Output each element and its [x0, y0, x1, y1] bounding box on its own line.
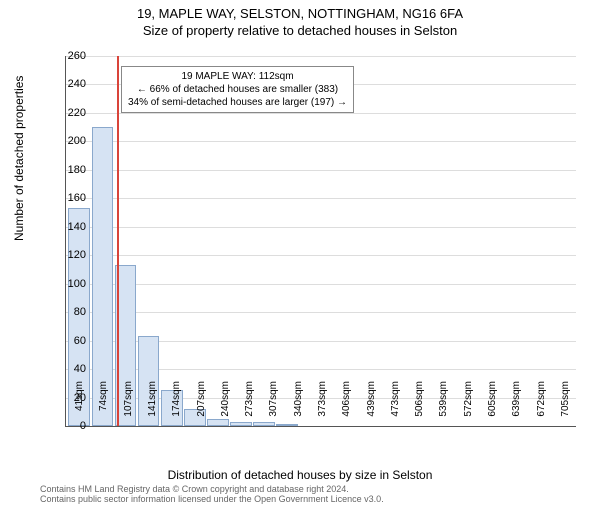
xtick-label: 539sqm	[438, 381, 449, 417]
gridline	[66, 198, 576, 199]
ytick-label: 260	[56, 50, 86, 62]
ytick-label: 240	[56, 78, 86, 90]
callout-line1: 19 MAPLE WAY: 112sqm	[128, 70, 347, 83]
callout-line2: ← 66% of detached houses are smaller (38…	[128, 83, 347, 96]
ytick-label: 100	[56, 278, 86, 290]
ytick-label: 220	[56, 107, 86, 119]
chart-area: 19 MAPLE WAY: 112sqm← 66% of detached ho…	[65, 56, 575, 426]
ytick-label: 60	[56, 335, 86, 347]
xtick-label: 307sqm	[268, 381, 279, 417]
chart-title-main: 19, MAPLE WAY, SELSTON, NOTTINGHAM, NG16…	[0, 6, 600, 21]
xtick-label: 74sqm	[98, 381, 109, 411]
xtick-label: 473sqm	[390, 381, 401, 417]
xtick-label: 240sqm	[220, 381, 231, 417]
xtick-label: 174sqm	[171, 381, 182, 417]
ytick-label: 80	[56, 306, 86, 318]
xtick-label: 340sqm	[293, 381, 304, 417]
gridline	[66, 284, 576, 285]
gridline	[66, 312, 576, 313]
ytick-label: 180	[56, 164, 86, 176]
xtick-label: 207sqm	[196, 381, 207, 417]
xtick-label: 639sqm	[511, 381, 522, 417]
xtick-label: 107sqm	[123, 381, 134, 417]
ytick-label: 0	[56, 420, 86, 432]
xtick-label: 672sqm	[536, 381, 547, 417]
ytick-label: 200	[56, 135, 86, 147]
gridline	[66, 113, 576, 114]
gridline	[66, 255, 576, 256]
ytick-label: 40	[56, 363, 86, 375]
xtick-label: 506sqm	[414, 381, 425, 417]
histogram-bar	[253, 422, 275, 426]
xtick-label: 373sqm	[317, 381, 328, 417]
reference-line	[117, 56, 119, 426]
ytick-label: 120	[56, 249, 86, 261]
xtick-label: 406sqm	[341, 381, 352, 417]
gridline	[66, 56, 576, 57]
chart-title-sub: Size of property relative to detached ho…	[0, 23, 600, 38]
ytick-label: 140	[56, 221, 86, 233]
xtick-label: 572sqm	[463, 381, 474, 417]
callout-box: 19 MAPLE WAY: 112sqm← 66% of detached ho…	[121, 66, 354, 113]
gridline	[66, 227, 576, 228]
gridline	[66, 141, 576, 142]
callout-line3: 34% of semi-detached houses are larger (…	[128, 96, 347, 109]
xtick-label: 273sqm	[244, 381, 255, 417]
xtick-label: 439sqm	[366, 381, 377, 417]
histogram-bar	[276, 424, 298, 426]
histogram-bar	[230, 422, 252, 426]
xtick-label: 141sqm	[147, 381, 158, 417]
ytick-label: 160	[56, 192, 86, 204]
plot-region: 19 MAPLE WAY: 112sqm← 66% of detached ho…	[65, 56, 576, 427]
x-axis-label: Distribution of detached houses by size …	[0, 468, 600, 482]
histogram-bar	[207, 419, 229, 426]
xtick-label: 41sqm	[74, 381, 85, 411]
footer-attribution: Contains HM Land Registry data © Crown c…	[40, 485, 384, 505]
y-axis-label: Number of detached properties	[12, 76, 26, 241]
xtick-label: 705sqm	[560, 381, 571, 417]
gridline	[66, 170, 576, 171]
xtick-label: 605sqm	[487, 381, 498, 417]
